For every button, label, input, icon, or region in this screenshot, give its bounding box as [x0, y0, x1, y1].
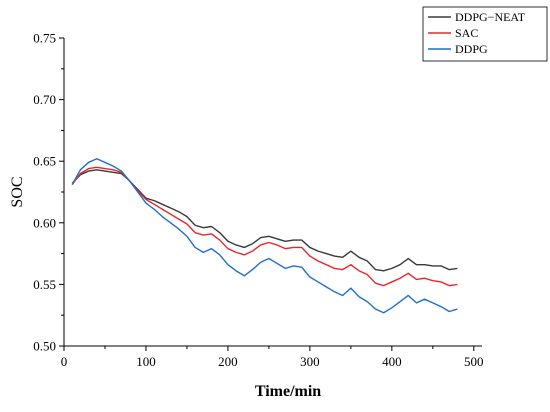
x-tick-label: 0	[61, 354, 68, 369]
legend: DDPG−NEAT SAC DDPG	[422, 6, 548, 62]
y-tick-label: 0.75	[33, 31, 56, 46]
series-line-3	[71, 158, 458, 314]
legend-label-3: DDPG	[455, 42, 488, 56]
legend-label-1: DDPG−NEAT	[455, 10, 526, 24]
y-tick-label: 0.70	[33, 92, 56, 107]
legend-box	[422, 6, 548, 62]
x-tick-label: 300	[300, 354, 320, 369]
x-tick-label: 400	[382, 354, 402, 369]
series-line-1	[71, 169, 458, 272]
legend-label-2: SAC	[455, 26, 478, 40]
y-tick-label: 0.60	[33, 215, 56, 230]
x-tick-label: 200	[218, 354, 238, 369]
axes: 0 100 200 300 400 500 0.50 0.55 0.60 0.65 0.70 0.75…	[9, 31, 484, 401]
plot-area	[71, 158, 458, 314]
x-tick-label: 500	[464, 354, 484, 369]
y-tick-label: 0.55	[33, 277, 56, 292]
series-line-2	[71, 166, 458, 287]
y-tick-label: 0.65	[33, 154, 56, 169]
x-axis-title: Time/min	[255, 383, 321, 400]
y-axis-title: SOC	[9, 176, 26, 207]
x-tick-label: 100	[136, 354, 156, 369]
y-tick-label: 0.50	[33, 339, 56, 354]
